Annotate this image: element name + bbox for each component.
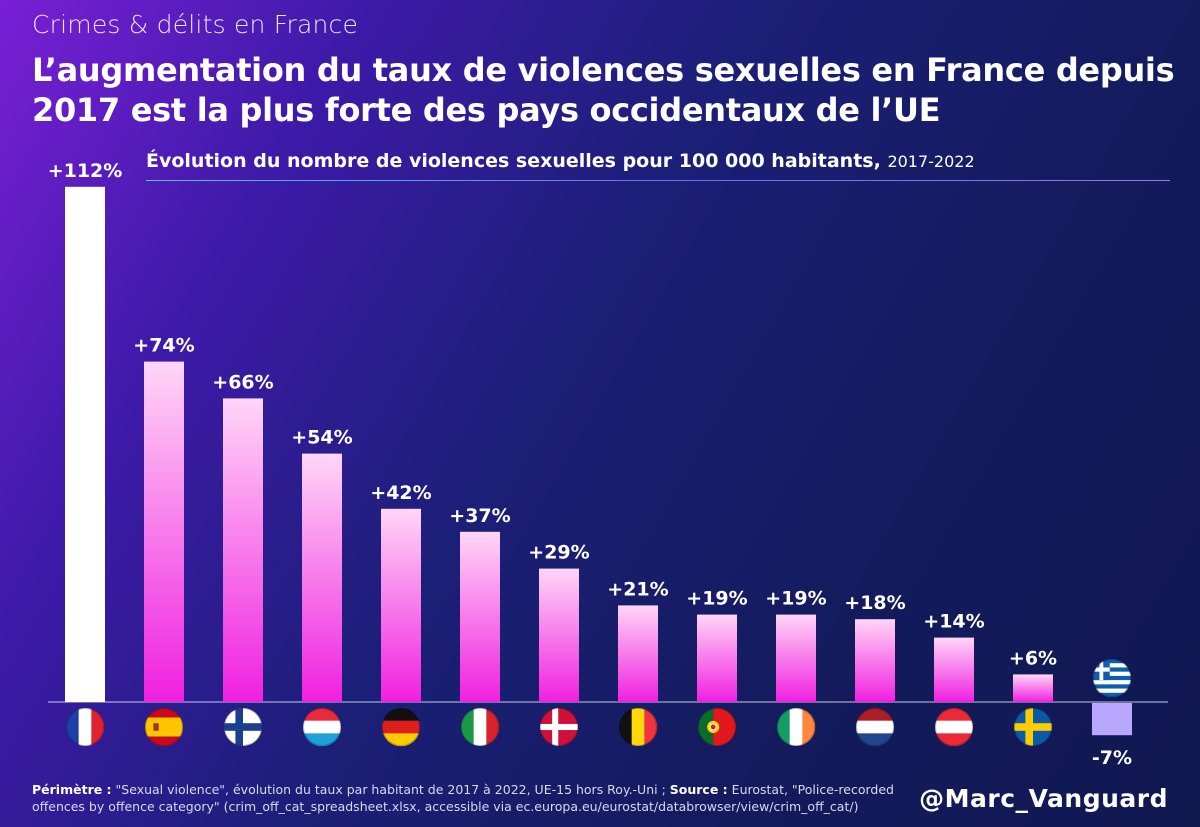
data-label: +112% <box>48 160 123 182</box>
bar-austria <box>934 637 974 702</box>
bar-denmark <box>539 568 579 702</box>
data-label: -7% <box>1092 747 1132 769</box>
bar-spain <box>144 361 184 702</box>
headline: L’augmentation du taux de violences sexu… <box>32 51 1175 129</box>
bar-luxembourg <box>302 453 342 702</box>
germany-flag-icon <box>382 708 420 747</box>
ireland-flag-icon <box>777 708 816 746</box>
bar-france <box>65 186 105 703</box>
bar-germany <box>381 508 421 702</box>
data-label: +21% <box>607 578 668 600</box>
bar-ireland <box>776 614 816 702</box>
data-label: +37% <box>449 505 510 527</box>
data-label: +6% <box>1009 647 1057 669</box>
luxembourg-flag-icon <box>303 708 341 747</box>
data-label: +66% <box>212 371 273 393</box>
netherlands-flag-icon <box>856 708 894 747</box>
france-flag-icon <box>66 708 105 746</box>
sweden-flag-icon <box>1014 708 1052 746</box>
finland-flag-icon <box>224 708 262 746</box>
footnote-source-text: Eurostat, "Police-recorded offences by o… <box>32 782 894 814</box>
data-label: +19% <box>765 588 826 610</box>
chart-period: 2017-2022 <box>887 152 975 171</box>
footnote-perimeter-label: Périmètre : <box>32 782 112 797</box>
author-handle: @Marc_Vanguard <box>919 784 1168 813</box>
subtitle-rule <box>146 180 1170 181</box>
kicker: Crimes & délits en France <box>32 10 359 39</box>
chart-subtitle: Évolution du nombre de violences sexuell… <box>146 150 975 172</box>
bar-netherlands <box>855 619 895 702</box>
data-label: +14% <box>923 611 984 633</box>
data-label: +54% <box>291 427 352 449</box>
footnote: Périmètre : "Sexual violence", évolution… <box>32 781 912 815</box>
bar-greece <box>1092 703 1132 736</box>
data-label: +18% <box>844 592 905 614</box>
denmark-flag-icon <box>540 708 578 746</box>
bar-italy <box>460 531 500 702</box>
bar-belgium <box>618 605 658 702</box>
belgium-flag-icon <box>619 708 658 746</box>
bar-finland <box>223 398 263 702</box>
data-label: +74% <box>133 335 194 357</box>
footnote-perimeter-text: "Sexual violence", évolution du taux par… <box>115 782 666 797</box>
data-label: +19% <box>686 588 747 610</box>
chart-title: Évolution du nombre de violences sexuell… <box>146 150 881 172</box>
greece-flag-icon <box>1093 659 1131 698</box>
portugal-flag-icon <box>698 708 736 746</box>
data-label: +29% <box>528 542 589 564</box>
bar-sweden <box>1013 674 1053 702</box>
austria-flag-icon <box>935 708 973 747</box>
italy-flag-icon <box>461 708 500 746</box>
data-label: +42% <box>370 482 431 504</box>
spain-flag-icon <box>145 708 183 747</box>
bar-portugal <box>697 614 737 702</box>
footnote-source-label: Source : <box>669 782 728 797</box>
